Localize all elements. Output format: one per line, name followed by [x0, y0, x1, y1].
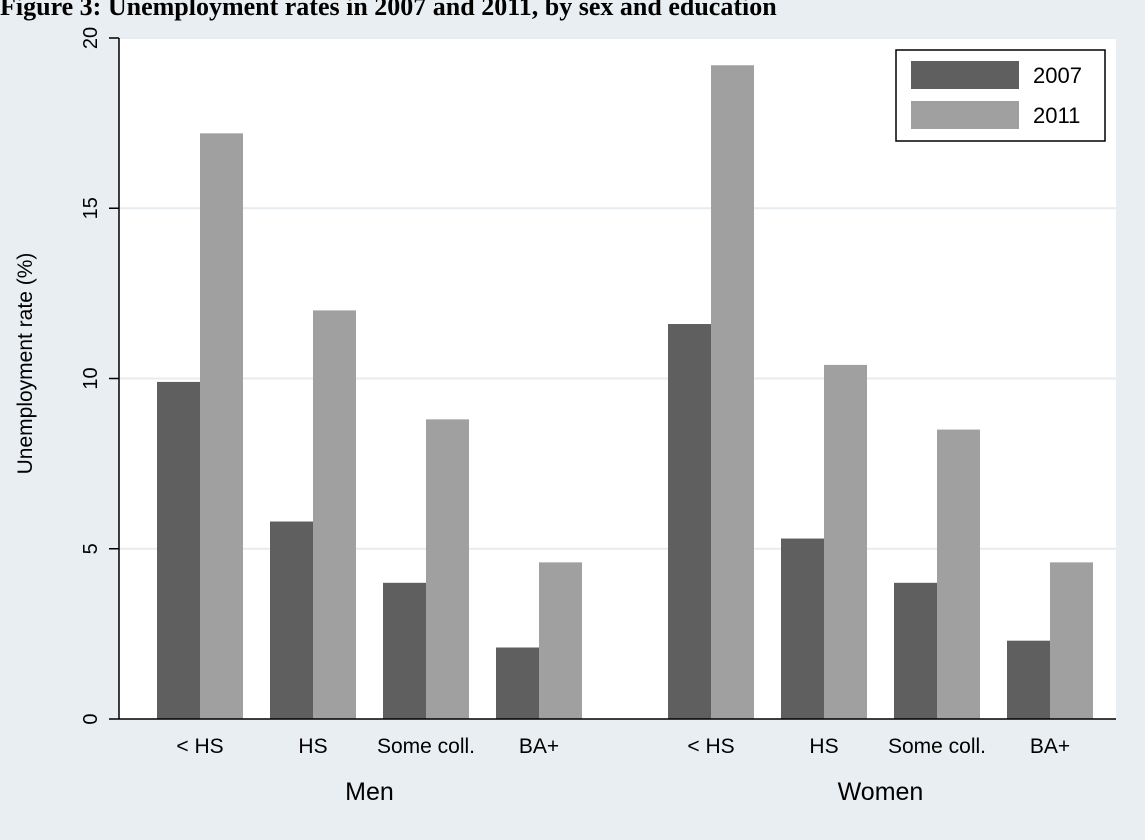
bar-2011: [313, 310, 356, 719]
y-axis-label: Unemployment rate (%): [14, 253, 37, 475]
bar-2007: [894, 582, 937, 719]
x-category-label: BA+: [1030, 735, 1070, 758]
y-tick-label: 0: [80, 713, 102, 724]
legend-swatch-2011: [911, 101, 1019, 129]
legend-label-2011: 2011: [1033, 103, 1080, 128]
bar-2007: [496, 647, 539, 719]
y-tick-label: 10: [80, 367, 102, 389]
x-category-label: BA+: [519, 735, 559, 758]
legend-label-2007: 2007: [1033, 63, 1082, 88]
bar-2007: [383, 582, 426, 719]
legend-swatch-2007: [911, 61, 1019, 89]
bar-2011: [937, 429, 980, 719]
bar-2007: [270, 521, 313, 719]
y-tick-label: 20: [80, 27, 102, 49]
figure-caption: Figure 3: Unemployment rates in 2007 and…: [0, 0, 777, 21]
x-group-label: Women: [838, 778, 924, 806]
y-tick-label: 5: [80, 543, 102, 554]
bar-2011: [824, 364, 867, 719]
bar-2011: [200, 133, 243, 720]
y-tick-label: 15: [80, 197, 102, 219]
bar-2011: [539, 562, 582, 719]
x-category-label: < HS: [687, 735, 734, 758]
x-category-label: HS: [298, 735, 327, 758]
x-category-label: < HS: [176, 735, 223, 758]
bar-2007: [157, 381, 200, 719]
x-category-label: HS: [809, 735, 838, 758]
y-ticks: 0 5 10 15 20: [80, 27, 119, 725]
x-category-label: Some coll.: [377, 735, 475, 758]
bar-2011: [426, 419, 469, 719]
bar-2007: [1007, 640, 1050, 719]
bar-2007: [781, 538, 824, 719]
bar-2011: [711, 65, 754, 720]
bars: [157, 65, 1093, 720]
bar-2011: [1050, 562, 1093, 719]
x-category-label: Some coll.: [888, 735, 986, 758]
x-group-label: Men: [345, 778, 394, 806]
x-labels: < HS HS Some coll. BA+ Men < HS HS Some coll. BA…: [176, 735, 1070, 806]
legend: 2007 2011: [895, 49, 1106, 142]
bar-2007: [668, 324, 711, 719]
